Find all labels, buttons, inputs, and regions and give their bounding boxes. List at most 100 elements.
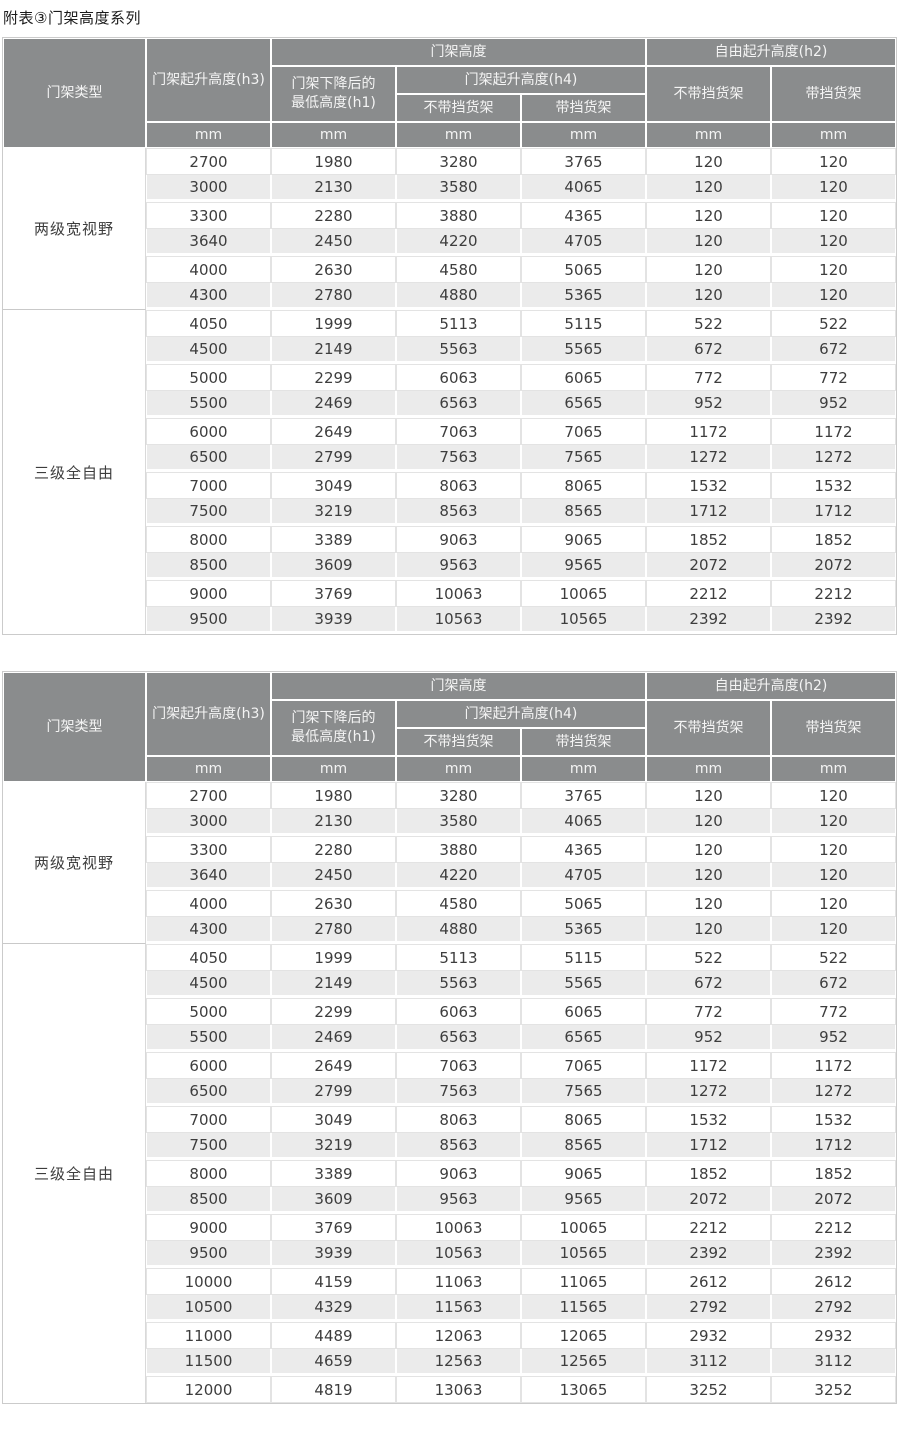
table-cell: 7000 (146, 1106, 271, 1133)
table-row: 9500 3939 10563 10565 2392 2392 (3, 607, 896, 634)
table-cell: 9565 (521, 553, 646, 580)
table-cell: 2072 (646, 553, 771, 580)
table-cell: 8065 (521, 1106, 646, 1133)
table-cell: 6065 (521, 998, 646, 1025)
table-row: 3300 2280 3880 4365 120 120 (3, 836, 896, 863)
table-cell: 7065 (521, 418, 646, 445)
table-cell: 120 (771, 202, 896, 229)
table-cell: 120 (646, 175, 771, 202)
table-cell: 6065 (521, 364, 646, 391)
table-cell: 2072 (646, 1187, 771, 1214)
table-cell: 6565 (521, 391, 646, 418)
table-cell: 3280 (396, 148, 521, 175)
table-cell: 10065 (521, 1214, 646, 1241)
header-lowered-height-line1: 门架下降后的 (291, 76, 376, 93)
table-cell: 952 (646, 391, 771, 418)
table-cell: 3609 (271, 553, 396, 580)
table-cell: 7565 (521, 1079, 646, 1106)
table-row: 3300 2280 3880 4365 120 120 (3, 202, 896, 229)
table-cell: 5563 (396, 337, 521, 364)
table-cell: 8563 (396, 499, 521, 526)
table-cell: 2612 (771, 1268, 896, 1295)
table-cell: 2392 (646, 607, 771, 634)
header-lift-height-h3: 门架起升高度(h3) (146, 38, 271, 122)
unit-cell: mm (771, 756, 896, 782)
table-row: 10500 4329 11563 11565 2792 2792 (3, 1295, 896, 1322)
table-cell: 10063 (396, 1214, 521, 1241)
table-cell: 3769 (271, 580, 396, 607)
header-h2-without-backrest: 不带挡货架 (646, 66, 771, 122)
table-cell: 3765 (521, 148, 646, 175)
table-cell: 6063 (396, 998, 521, 1025)
table-row: 12000 4819 13063 13065 3252 3252 (3, 1376, 896, 1403)
table-row: 两级宽视野 2700 1980 3280 3765 120 120 (3, 782, 896, 944)
table-cell: 2649 (271, 1052, 396, 1079)
table-cell: 1712 (646, 1133, 771, 1160)
table-header: 门架类型 门架起升高度(h3) 门架高度 自由起升高度(h2) 门架下降后的 最低… (3, 38, 896, 148)
table-cell: 4000 (146, 890, 271, 917)
table-cell: 8063 (396, 472, 521, 499)
table-row: 4300 2780 4880 5365 120 120 (3, 917, 896, 944)
table-cell: 120 (646, 809, 771, 836)
table-cell: 1980 (271, 782, 396, 809)
table-cell: 5000 (146, 364, 271, 391)
table-cell: 120 (646, 256, 771, 283)
table-cell: 10563 (396, 607, 521, 634)
table-cell: 120 (771, 917, 896, 944)
table-cell: 3280 (396, 782, 521, 809)
table-cell: 5365 (521, 283, 646, 310)
table-cell: 11565 (521, 1295, 646, 1322)
header-mast-height-group: 门架高度 (271, 38, 646, 66)
table-cell: 120 (646, 836, 771, 863)
table-cell: 1852 (646, 1160, 771, 1187)
table-cell: 1712 (771, 1133, 896, 1160)
unit-cell: mm (396, 756, 521, 782)
table-row: 5500 2469 6563 6565 952 952 (3, 391, 896, 418)
table-cell: 2392 (771, 607, 896, 634)
table-cell: 6500 (146, 1079, 271, 1106)
table-row: 6500 2799 7563 7565 1272 1272 (3, 1079, 896, 1106)
spec-table: 门架类型 门架起升高度(h3) 门架高度 自由起升高度(h2) 门架下降后的 最低… (3, 672, 896, 1403)
table-cell: 2149 (271, 971, 396, 998)
table-cell: 120 (771, 283, 896, 310)
table-row: 3640 2450 4220 4705 120 120 (3, 863, 896, 890)
table-cell: 9000 (146, 580, 271, 607)
table-cell: 3640 (146, 863, 271, 890)
table-cell: 3252 (771, 1376, 896, 1403)
table-cell: 120 (646, 863, 771, 890)
table-cell: 952 (771, 391, 896, 418)
table-cell: 4705 (521, 229, 646, 256)
row-group-label: 两级宽视野 (3, 782, 146, 944)
table-cell: 4580 (396, 256, 521, 283)
table-row: 8500 3609 9563 9565 2072 2072 (3, 553, 896, 580)
table-cell: 5065 (521, 890, 646, 917)
table-cell: 522 (646, 944, 771, 971)
table-cell: 1999 (271, 944, 396, 971)
table-cell: 1980 (271, 148, 396, 175)
table-cell: 2212 (771, 1214, 896, 1241)
table-cell: 3939 (271, 1241, 396, 1268)
unit-cell: mm (521, 122, 646, 148)
unit-cell: mm (146, 756, 271, 782)
table-cell: 3640 (146, 229, 271, 256)
table-cell: 2649 (271, 418, 396, 445)
table-cell: 4500 (146, 971, 271, 998)
table-cell: 120 (646, 917, 771, 944)
table-cell: 4329 (271, 1295, 396, 1322)
table-cell: 120 (646, 229, 771, 256)
table-cell: 522 (771, 944, 896, 971)
table-cell: 10563 (396, 1241, 521, 1268)
table-cell: 3580 (396, 809, 521, 836)
table-row: 8000 3389 9063 9065 1852 1852 (3, 1160, 896, 1187)
table-row: 8000 3389 9063 9065 1852 1852 (3, 526, 896, 553)
header-lowered-height-line2: 最低高度(h1) (291, 95, 376, 111)
table-cell: 3219 (271, 1133, 396, 1160)
table-cell: 1532 (771, 1106, 896, 1133)
table-cell: 4365 (521, 836, 646, 863)
table-cell: 13065 (521, 1376, 646, 1403)
table-cell: 2212 (646, 580, 771, 607)
table-cell: 1712 (771, 499, 896, 526)
table-cell: 2130 (271, 809, 396, 836)
table-cell: 2450 (271, 229, 396, 256)
table-cell: 7063 (396, 1052, 521, 1079)
